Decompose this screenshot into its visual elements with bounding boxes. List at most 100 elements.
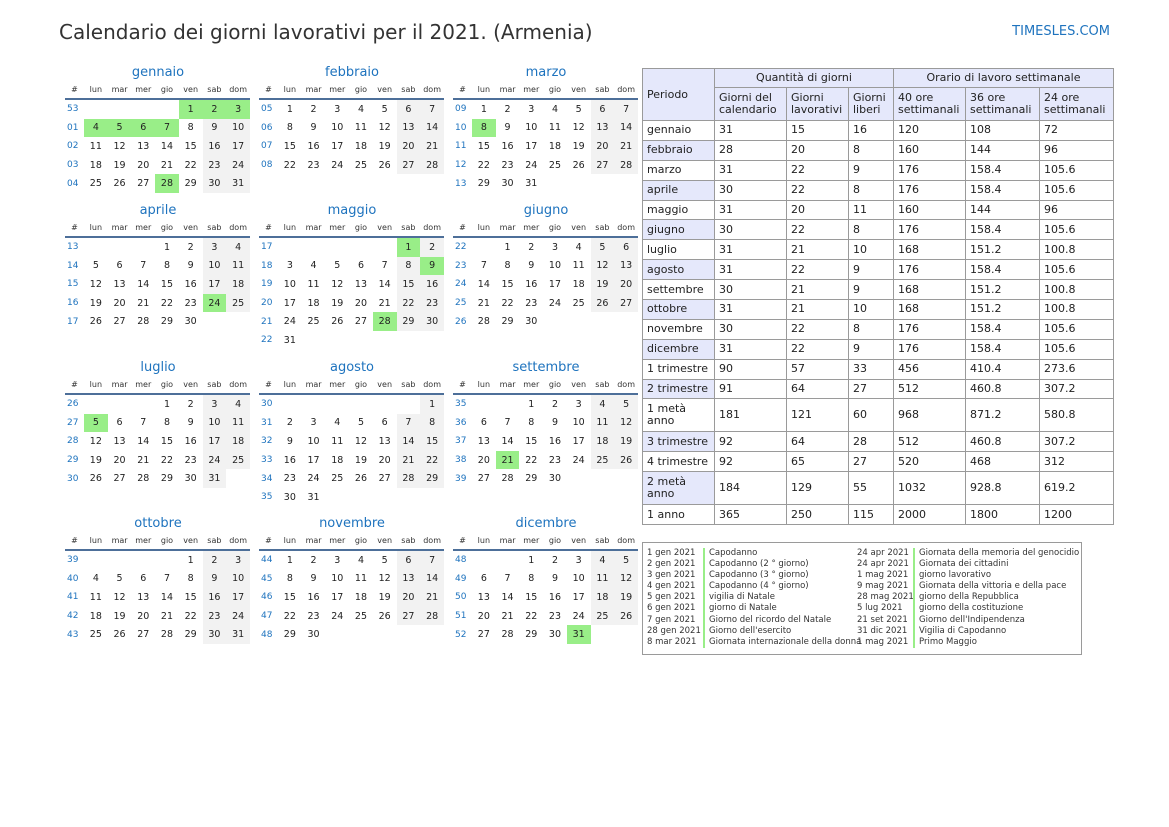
stat-value: 31 <box>714 239 787 261</box>
holiday-name: Giorno del ricordo del Natale <box>703 614 831 626</box>
weekday-header: lun <box>278 219 302 238</box>
day-cell: 13 <box>477 435 490 447</box>
month-calendar: giugno # lun mar mer gio ven sab dom 22 1 2 3 4 5 6 23 7 8… <box>453 203 639 331</box>
day-cell: 17 <box>572 591 585 603</box>
stat-value: 151.2 <box>965 239 1040 261</box>
holiday-entry: 1 gen 2021 Capodanno <box>647 548 861 560</box>
stat-value: 64 <box>786 431 849 453</box>
day-cell: 13 <box>614 256 638 276</box>
day-cell: 6 <box>480 417 487 429</box>
stat-value: 928.8 <box>965 471 1040 506</box>
day-cell: 14 <box>160 591 173 603</box>
day-cell: 26 <box>331 316 344 328</box>
day-cell: 28 <box>372 312 397 331</box>
weekday-header: gio <box>155 219 179 238</box>
stat-value: 108 <box>965 120 1040 141</box>
day-cell: 19 <box>89 297 102 309</box>
day-cell: 23 <box>307 610 320 622</box>
stat-value: 31 <box>714 259 787 281</box>
weekday-header: sab <box>202 219 227 238</box>
stat-value: 96 <box>1039 199 1114 221</box>
month-name: luglio <box>140 360 176 375</box>
week-number: 34 <box>261 473 273 484</box>
month-table: # lun mar mer gio ven sab dom 53 1 2 3 01 4 5 6 7 8 9 10 02 1… <box>65 81 250 193</box>
day-cell: 1 <box>420 394 444 414</box>
stat-value: 115 <box>848 504 894 526</box>
day-cell <box>591 625 615 644</box>
week-number: 27 <box>67 417 79 428</box>
day-cell: 19 <box>614 432 638 451</box>
day-cell: 2 <box>420 237 444 257</box>
day-cell: 27 <box>378 473 391 485</box>
site-link[interactable]: TIMESLES.COM <box>1012 24 1110 39</box>
day-cell <box>472 237 496 257</box>
day-cell <box>84 394 108 414</box>
week-row: 44 1 2 3 4 5 6 7 <box>259 550 444 570</box>
week-row: 06 8 9 10 11 12 13 14 <box>259 118 444 138</box>
day-cell <box>591 469 615 488</box>
week-row: 38 20 21 22 23 24 25 26 <box>453 450 638 470</box>
stat-value: 168 <box>893 299 966 320</box>
col-36h: 36 ore settimanali <box>965 87 1040 121</box>
day-cell: 30 <box>420 312 444 331</box>
holiday-entry: 1 mag 2021 giorno lavorativo <box>857 570 1079 582</box>
day-cell: 5 <box>381 103 388 115</box>
day-cell: 17 <box>331 591 344 603</box>
week-row: 20 17 18 19 20 21 22 23 <box>259 293 444 313</box>
month-table: # lun mar mer gio ven sab dom 48 1 2 3 4 5 49 6 7 8 9 10 11 1… <box>453 532 638 644</box>
day-cell: 18 <box>307 297 320 309</box>
day-cell: 22 <box>160 454 173 466</box>
day-cell: 20 <box>396 588 421 607</box>
week-number: 40 <box>67 573 79 584</box>
day-cell: 12 <box>89 435 102 447</box>
day-cell: 5 <box>614 394 638 414</box>
day-cell: 20 <box>590 137 615 156</box>
weekday-header: gio <box>543 532 567 551</box>
period-label: 3 trimestre <box>642 431 715 453</box>
day-cell: 29 <box>160 316 173 328</box>
day-cell: 26 <box>113 178 126 190</box>
week-number: 25 <box>455 298 467 309</box>
weekday-header: gio <box>543 219 567 238</box>
week-row: 32 9 10 11 12 13 14 15 <box>259 432 444 451</box>
stat-value: 27 <box>848 378 894 400</box>
month-calendar: marzo # lun mar mer gio ven sab dom 09 1 2 3 4 5 6 7 10 8 9… <box>453 65 639 193</box>
day-cell: 16 <box>184 435 197 447</box>
day-cell: 6 <box>140 573 147 585</box>
day-cell: 29 <box>501 316 514 328</box>
weekday-header: dom <box>420 81 444 100</box>
day-cell: 8 <box>504 260 511 272</box>
weekday-header: gio <box>155 376 179 395</box>
day-cell: 18 <box>590 588 615 607</box>
week-row: 26 1 2 3 4 <box>65 394 250 414</box>
day-cell: 25 <box>354 159 367 171</box>
day-cell: 5 <box>575 103 582 115</box>
stat-value: 410.4 <box>965 358 1040 380</box>
week-row: 10 8 9 10 11 12 13 14 <box>453 118 638 138</box>
day-cell: 19 <box>89 454 102 466</box>
stat-value: 168 <box>893 279 966 301</box>
day-cell: 6 <box>590 99 615 119</box>
weekday-header: mer <box>325 532 350 551</box>
day-cell <box>543 174 567 193</box>
day-cell: 4 <box>357 554 364 566</box>
day-cell: 13 <box>137 591 150 603</box>
week-number: 13 <box>455 178 467 189</box>
weekday-header: mar <box>301 376 326 395</box>
day-cell <box>614 625 638 644</box>
day-cell: 22 <box>525 454 538 466</box>
day-cell: 1 <box>163 398 170 410</box>
day-cell: 20 <box>113 297 126 309</box>
day-cell: 2 <box>551 554 558 566</box>
day-cell: 21 <box>501 610 514 622</box>
day-cell: 19 <box>614 588 638 607</box>
week-row: 08 22 23 24 25 26 27 28 <box>259 155 444 175</box>
month-calendar: settembre # lun mar mer gio ven sab dom 35 1 2 3 4 5 36… <box>453 360 639 488</box>
day-cell: 25 <box>307 316 320 328</box>
week-number: 48 <box>261 629 273 640</box>
stat-value: 21 <box>786 239 849 261</box>
day-cell: 25 <box>590 606 615 626</box>
day-cell: 28 <box>614 155 638 175</box>
week-number: 11 <box>455 141 467 152</box>
period-label: marzo <box>642 159 715 181</box>
